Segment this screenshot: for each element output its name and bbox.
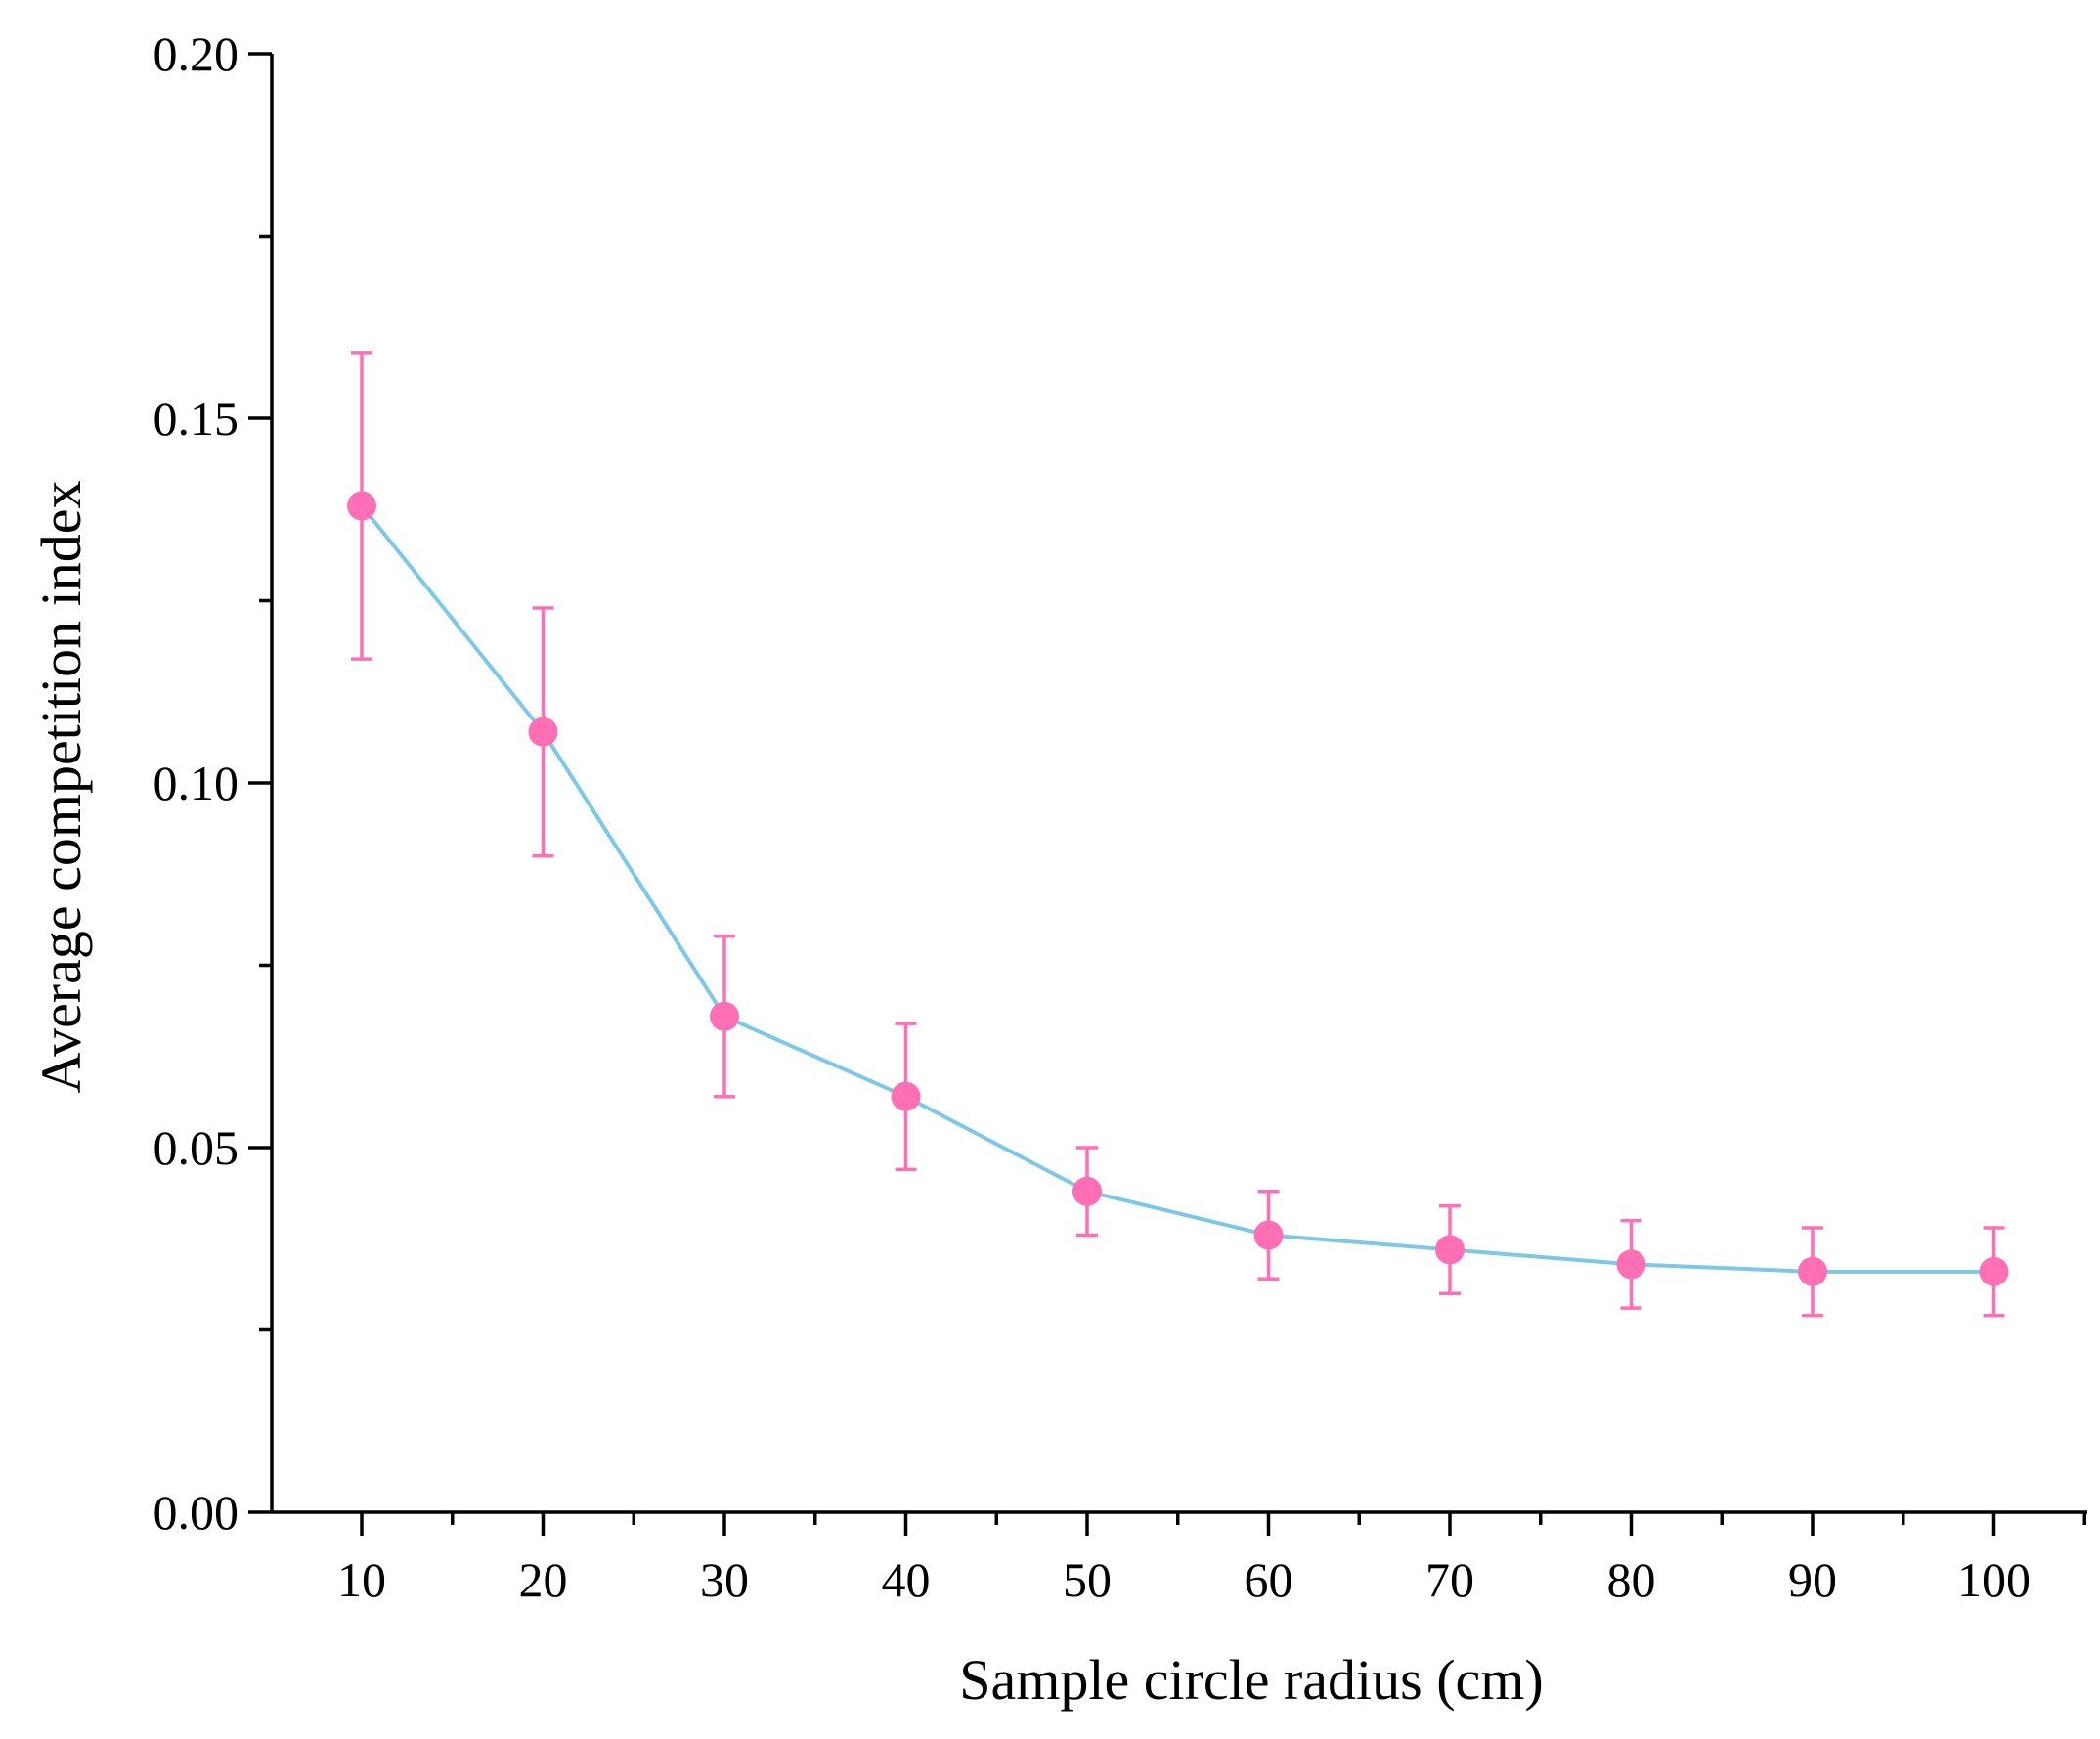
x-tick-label: 40 [882,1552,931,1607]
x-tick-label: 100 [1957,1552,2031,1607]
data-point [528,717,558,747]
x-tick-label: 10 [337,1552,386,1607]
series-line [360,504,1994,1274]
data-point [1798,1256,1827,1286]
x-tick-label: 90 [1788,1552,1837,1607]
y-tick-label: 0.05 [153,1120,240,1175]
series-layer [347,351,2009,1318]
data-point [1072,1176,1102,1206]
data-point [710,1001,739,1031]
x-axis-title: Sample circle radius (cm) [959,1648,1543,1712]
y-tick-label: 0.20 [153,26,240,81]
data-point [1435,1235,1465,1265]
data-point [1616,1249,1646,1280]
x-tick-label: 80 [1607,1552,1656,1607]
axes: 0.00 0.05 0.10 0.15 0.20 10 20 30 40 50 60 70 80 90 10… [153,26,2087,1607]
y-tick-label: 0.00 [153,1485,240,1540]
y-axis-title: Average competition index [29,480,93,1093]
data-point [1253,1220,1284,1250]
x-tick-label: 60 [1245,1552,1293,1607]
x-tick-label: 30 [700,1552,749,1607]
labels-layer: Sample circle radius (cm) Average compet… [29,480,1544,1712]
data-point [347,491,376,521]
x-tick-label: 50 [1063,1552,1112,1607]
y-tick-label: 0.15 [153,391,240,446]
x-tick-label: 20 [519,1552,568,1607]
data-point [891,1081,921,1111]
x-tick-label: 70 [1425,1552,1474,1607]
data-point [1979,1256,2009,1286]
y-tick-label: 0.10 [153,756,240,810]
